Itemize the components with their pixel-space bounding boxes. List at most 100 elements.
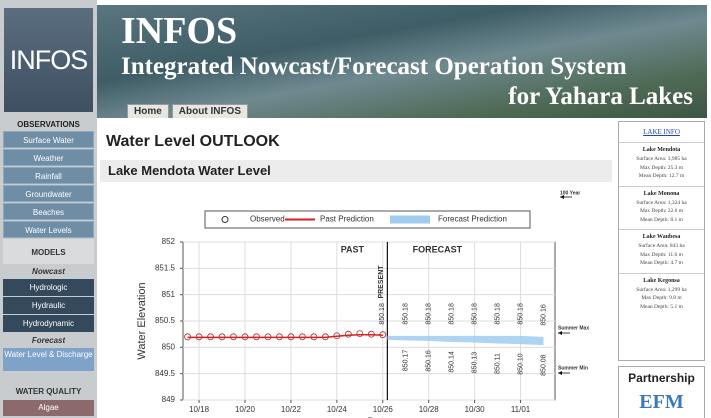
lake-block: Lake Monona Surface Area: 1,324 ha Max Dep…: [619, 185, 704, 230]
lake-fact: Surface Area: 1,299 ha: [636, 286, 687, 293]
partnership: Partnership EFM: [618, 366, 705, 418]
sidebar: INFOS OBSERVATIONS Surface Water Weather Ra…: [0, 0, 97, 418]
value-label: 850.17: [403, 350, 410, 372]
y-tick-label: 850.5: [155, 316, 176, 325]
banner: INFOS Integrated Nowcast/Forecast Operat…: [97, 5, 707, 118]
observed-point: [356, 330, 364, 338]
lake-block: Lake Waubesa Surface Area: 843 ha Max Dept…: [619, 229, 704, 273]
value-label: 850.16: [426, 350, 433, 372]
x-tick-label: 10/28: [419, 405, 440, 414]
menu-item[interactable]: Water Level & Discharge: [3, 348, 94, 371]
value-label: 850.18: [379, 303, 386, 325]
legend-symbol: [390, 215, 430, 224]
menu-heading: OBSERVATIONS: [17, 120, 80, 129]
lake-fact: Max Depth: 22.6 m: [639, 208, 684, 214]
y-axis-label: Water Elevation: [136, 282, 148, 359]
x-tick-label: 10/26: [373, 405, 394, 414]
lake-info: LAKE INFO Lake Mendota Surface Area: 3,98…: [618, 121, 705, 361]
menu-item[interactable]: Algae: [3, 400, 94, 416]
value-label: 850.11: [494, 353, 501, 374]
lake-fact: Mean Depth: 8.1 m: [640, 216, 683, 223]
nav-tab[interactable]: About INFOS: [171, 104, 249, 118]
annotation: Summer Min: [558, 365, 588, 371]
x-axis-label: Date: [367, 416, 390, 418]
menu-item[interactable]: Rainfall: [3, 167, 94, 184]
value-label: 850.08: [540, 354, 547, 376]
menu-heading: Nowcast: [32, 267, 65, 276]
menu-heading: WATER QUALITY: [15, 387, 82, 396]
lake-fact: Max Depth: 25.3 m: [639, 164, 684, 171]
value-label: 850.18: [494, 303, 501, 325]
value-label: 850.13: [471, 352, 478, 374]
logo[interactable]: INFOS: [4, 8, 93, 112]
y-tick-label: 849: [162, 395, 176, 404]
y-tick-label: 849.5: [155, 369, 176, 378]
annotation: Summer Max: [558, 325, 589, 331]
lake-fact: Mean Depth: 4.7 m: [640, 260, 683, 266]
section-heading: Lake Mendota Water Level: [100, 160, 612, 182]
menu-item[interactable]: Weather: [3, 149, 94, 166]
partnership-title: Partnership: [628, 371, 695, 385]
annotation: PAST: [341, 244, 365, 254]
nav-tab[interactable]: Home: [127, 104, 169, 118]
y-tick-label: 851.5: [155, 263, 176, 272]
x-tick-label: 11/01: [511, 405, 531, 414]
menu-item[interactable]: Groundwater: [3, 185, 94, 202]
legend-box: [204, 210, 531, 229]
annotation: FORECAST: [413, 244, 463, 254]
value-label: 850.10: [517, 353, 524, 375]
lake-fact: Max Depth: 9.8 m: [641, 295, 682, 301]
x-tick-label: 10/18: [189, 405, 210, 414]
lake-name: Lake Mendota: [642, 147, 681, 153]
lake-name: Lake Monona: [643, 190, 680, 197]
lake-block: Lake Mendota Surface Area: 3,985 ha Max De…: [619, 142, 704, 186]
menu-item[interactable]: Hydraulic: [3, 297, 94, 314]
annotation: PRESENT: [378, 265, 385, 299]
lake-fact: Max Depth: 11.6 m: [640, 251, 683, 258]
arrow-head: [558, 371, 562, 375]
nav: Home About INFOS: [127, 104, 251, 118]
arrow-head: [560, 195, 564, 199]
value-label: 850.18: [471, 303, 478, 325]
value-label: 850.18: [517, 303, 524, 325]
site-subtitle: Integrated Nowcast/Forecast Operation Sy…: [121, 53, 627, 80]
y-tick-label: 852: [162, 237, 176, 246]
value-label: 850.14: [449, 351, 456, 373]
lake-fact: Mean Depth: 5.1 m: [640, 303, 683, 310]
x-tick-label: 10/22: [281, 405, 302, 414]
value-label: 850.18: [449, 303, 456, 325]
lake-fact: Mean Depth: 12.7 m: [638, 173, 685, 179]
lake-name: Lake Kegonsa: [643, 277, 680, 284]
y-tick-label: 850: [162, 342, 176, 351]
legend-label: Forecast Prediction: [438, 215, 507, 224]
menu-item[interactable]: Water Levels: [3, 221, 94, 238]
lake-fact: Surface Area: 3,985 ha: [636, 156, 687, 162]
page-heading: Water Level OUTLOOK: [106, 133, 280, 150]
site-subtitle: for Yahara Lakes: [508, 83, 693, 110]
lake-fact: Surface Area: 843 ha: [638, 243, 685, 249]
lake-block: Lake Kegonsa Surface Area: 1,299 ha Max De…: [619, 272, 704, 317]
lake-name: Lake Waubesa: [642, 234, 681, 240]
lake-fact: Surface Area: 1,324 ha: [636, 199, 687, 206]
menu-item[interactable]: Beaches: [3, 203, 94, 220]
legend-label: Observed: [250, 215, 285, 224]
chart: 849 849.5 850 850.5 851 851.5 852 10/18 10/20 10/…: [136, 190, 589, 418]
partner-logo[interactable]: EFM: [639, 391, 684, 413]
annotation: 100 Year: [560, 190, 580, 196]
menu-item[interactable]: Hydrodynamic: [3, 315, 94, 332]
site-title: INFOS: [121, 10, 238, 52]
prediction-line: [187, 333, 383, 339]
menu: OBSERVATIONS Surface Water Weather Rainfall…: [0, 118, 97, 417]
value-label: 850.18: [426, 303, 433, 325]
y-tick-label: 851: [162, 290, 176, 299]
x-tick-label: 10/30: [465, 405, 486, 414]
forecast-band: [387, 335, 544, 346]
x-tick-label: 10/20: [235, 405, 256, 414]
menu-item[interactable]: Hydrologic: [3, 279, 94, 296]
menu-heading: Forecast: [31, 336, 66, 345]
menu-item[interactable]: Surface Water: [3, 131, 94, 148]
menu-heading: MODELS: [3, 239, 94, 264]
lake-info-title[interactable]: LAKE INFO: [643, 128, 680, 136]
legend-label: Past Prediction: [320, 215, 374, 224]
